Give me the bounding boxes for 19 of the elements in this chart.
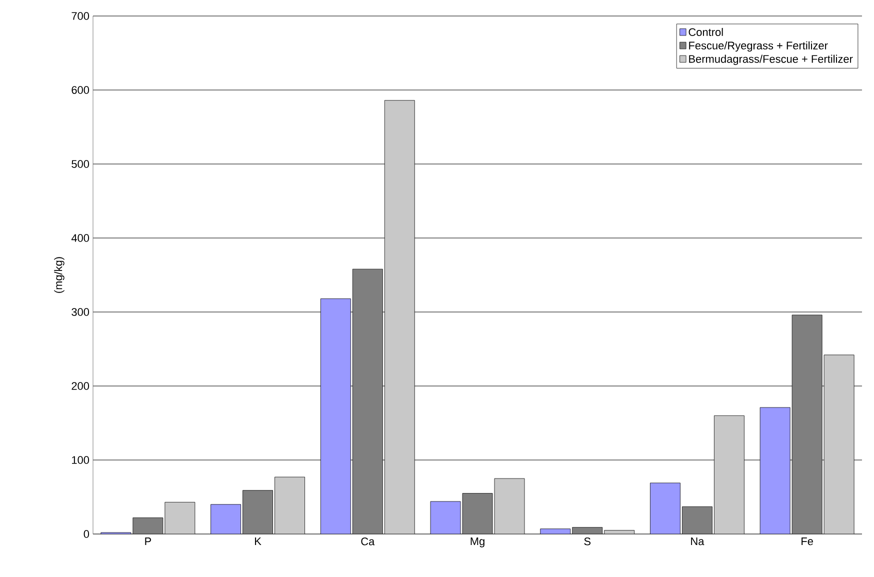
y-tick-label: 600	[72, 86, 90, 94]
x-tick-label: K	[255, 538, 262, 546]
legend-label: Fescue/Ryegrass + Fertilizer	[689, 41, 828, 52]
legend-label: Control	[688, 28, 723, 36]
x-tick-label: Ca	[361, 538, 375, 546]
y-axis-title: (mg/kg)	[54, 257, 64, 293]
legend-label: Bermudagrass/Fescue + Fertilizer	[689, 54, 853, 65]
x-tick-label: P	[145, 538, 152, 546]
x-tick-label: S	[584, 538, 590, 546]
y-tick-label: 100	[72, 456, 90, 464]
x-tick-label: Na	[691, 538, 704, 546]
y-tick-label: 500	[72, 160, 90, 168]
y-tick-label: 700	[72, 12, 90, 20]
y-tick-label: 200	[72, 382, 90, 390]
y-tick-label: 0	[84, 530, 90, 538]
y-tick-label: 400	[71, 234, 90, 242]
x-tick-label: Mg	[470, 538, 484, 548]
x-tick-label: Fe	[802, 538, 813, 546]
y-tick-label: 300	[72, 308, 90, 316]
